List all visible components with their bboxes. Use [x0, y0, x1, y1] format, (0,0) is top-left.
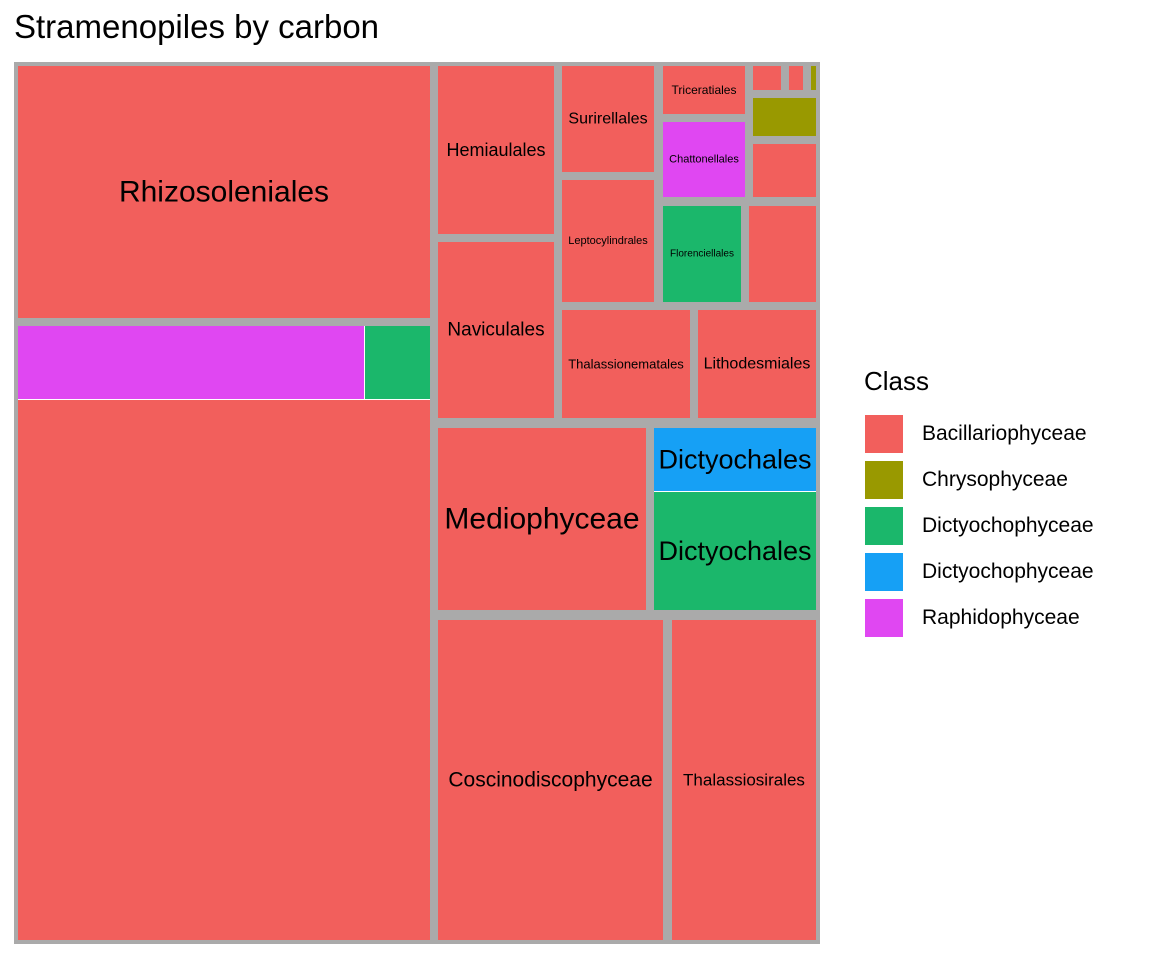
- legend-swatch: [864, 460, 904, 500]
- legend-title: Class: [864, 366, 930, 396]
- treemap-tile-rect: [438, 242, 554, 418]
- treemap-tile-rect: [654, 428, 816, 491]
- treemap-tile-label: Naviculales: [447, 320, 544, 341]
- treemap-tile-rect: [18, 326, 364, 399]
- treemap-tile-rect: [438, 66, 554, 234]
- treemap-tile: Rhizosoleniales: [18, 66, 430, 318]
- treemap-tile: [753, 98, 816, 136]
- treemap-tile: [789, 66, 803, 90]
- treemap-tile-rect: [562, 310, 690, 418]
- legend-swatch: [864, 598, 904, 638]
- treemap-tile-rect: [663, 66, 745, 114]
- treemap-tile-rect: [672, 620, 816, 940]
- treemap-tile-label: Leptocylindrales: [568, 235, 648, 247]
- treemap-tile-label: Florenciellales: [670, 249, 734, 260]
- legend-label: Dictyochophyceae: [922, 514, 1094, 537]
- treemap-tile-label: Dictyochales: [658, 536, 811, 566]
- treemap-tile-rect: [562, 180, 654, 302]
- treemap-tile-rect: [663, 206, 741, 302]
- treemap-tile-rect: [789, 66, 803, 90]
- legend-swatch: [864, 414, 904, 454]
- treemap-tile: Triceratiales: [663, 66, 745, 114]
- treemap-tile-label: Mediophyceae: [444, 503, 639, 536]
- treemap-tile: Coscinodiscophyceae: [438, 620, 663, 940]
- treemap-tile-rect: [698, 310, 816, 418]
- treemap-tile-label: Rhizosoleniales: [119, 176, 329, 209]
- treemap-tile: [753, 66, 781, 90]
- legend-item-dictyochophyceae-green: Dictyochophyceae: [864, 503, 1094, 549]
- treemap-tile-rect: [753, 98, 816, 136]
- treemap-tile-rect: [811, 66, 816, 90]
- treemap-tile: Dictyochales: [654, 428, 816, 491]
- treemap-tile-label: Thalassionematales: [568, 357, 684, 372]
- treemap-tile-rect: [365, 326, 430, 399]
- treemap-tile: Florenciellales: [663, 206, 741, 302]
- treemap-tile-rect: [753, 66, 781, 90]
- treemap-tile-rect: [18, 66, 430, 318]
- legend: Class Bacillariophyceae Chrysophyceae Di…: [864, 366, 1094, 641]
- treemap-tile-label: Hemiaulales: [446, 140, 545, 160]
- treemap-tile-label: Thalassiosirales: [683, 771, 805, 790]
- legend-swatch: [864, 506, 904, 546]
- treemap-tile-rect: [663, 122, 745, 197]
- treemap-chart: Rhizosoleniales Hemiaulales Naviculales Sur…: [14, 62, 820, 944]
- treemap-tile-rect: [18, 400, 430, 940]
- legend-swatch: [864, 552, 904, 592]
- treemap-tile: Hemiaulales: [438, 66, 554, 234]
- treemap-tile: [749, 206, 816, 302]
- treemap-tile: Dictyochales: [654, 492, 816, 610]
- treemap-tile: [753, 144, 816, 197]
- treemap-tile-rect: [654, 492, 816, 610]
- legend-item-dictyochophyceae-blue: Dictyochophyceae: [864, 549, 1094, 595]
- treemap-tile: Mediophyceae: [438, 428, 646, 610]
- legend-label: Dictyochophyceae: [922, 560, 1094, 583]
- treemap-tile-rect: [438, 428, 646, 610]
- treemap-tile-label: Chattonellales: [669, 154, 739, 166]
- legend-item-bacillariophyceae: Bacillariophyceae: [864, 411, 1094, 457]
- legend-label: Bacillariophyceae: [922, 422, 1087, 445]
- treemap-tile: [811, 66, 816, 90]
- treemap-tile: Thalassionematales: [562, 310, 690, 418]
- legend-label: Chrysophyceae: [922, 468, 1068, 491]
- treemap-tile-label: Dictyochales: [658, 445, 811, 475]
- treemap-tile-label: Triceratiales: [672, 83, 737, 97]
- treemap-tile: Thalassiosirales: [672, 620, 816, 940]
- treemap-tile-label: Coscinodiscophyceae: [448, 769, 652, 792]
- treemap-tile-rect: [749, 206, 816, 302]
- treemap-tile: [18, 326, 364, 399]
- treemap-tile: Chattonellales: [663, 122, 745, 197]
- treemap-tile: Lithodesmiales: [698, 310, 816, 418]
- legend-item-raphidophyceae: Raphidophyceae: [864, 595, 1094, 641]
- treemap-tile: Naviculales: [438, 242, 554, 418]
- treemap-tile-rect: [438, 620, 663, 940]
- chart-title: Stramenopiles by carbon: [14, 8, 380, 45]
- legend-item-chrysophyceae: Chrysophyceae: [864, 457, 1094, 503]
- treemap-tile-label: Surirellales: [568, 111, 647, 128]
- treemap-tile-rect: [562, 66, 654, 172]
- legend-label: Raphidophyceae: [922, 606, 1080, 629]
- treemap-tile: Leptocylindrales: [562, 180, 654, 302]
- treemap-tile: Surirellales: [562, 66, 654, 172]
- treemap-tile: [18, 400, 430, 940]
- treemap-tile-label: Lithodesmiales: [704, 356, 811, 373]
- treemap-tile: [365, 326, 430, 399]
- treemap-tile-rect: [753, 144, 816, 197]
